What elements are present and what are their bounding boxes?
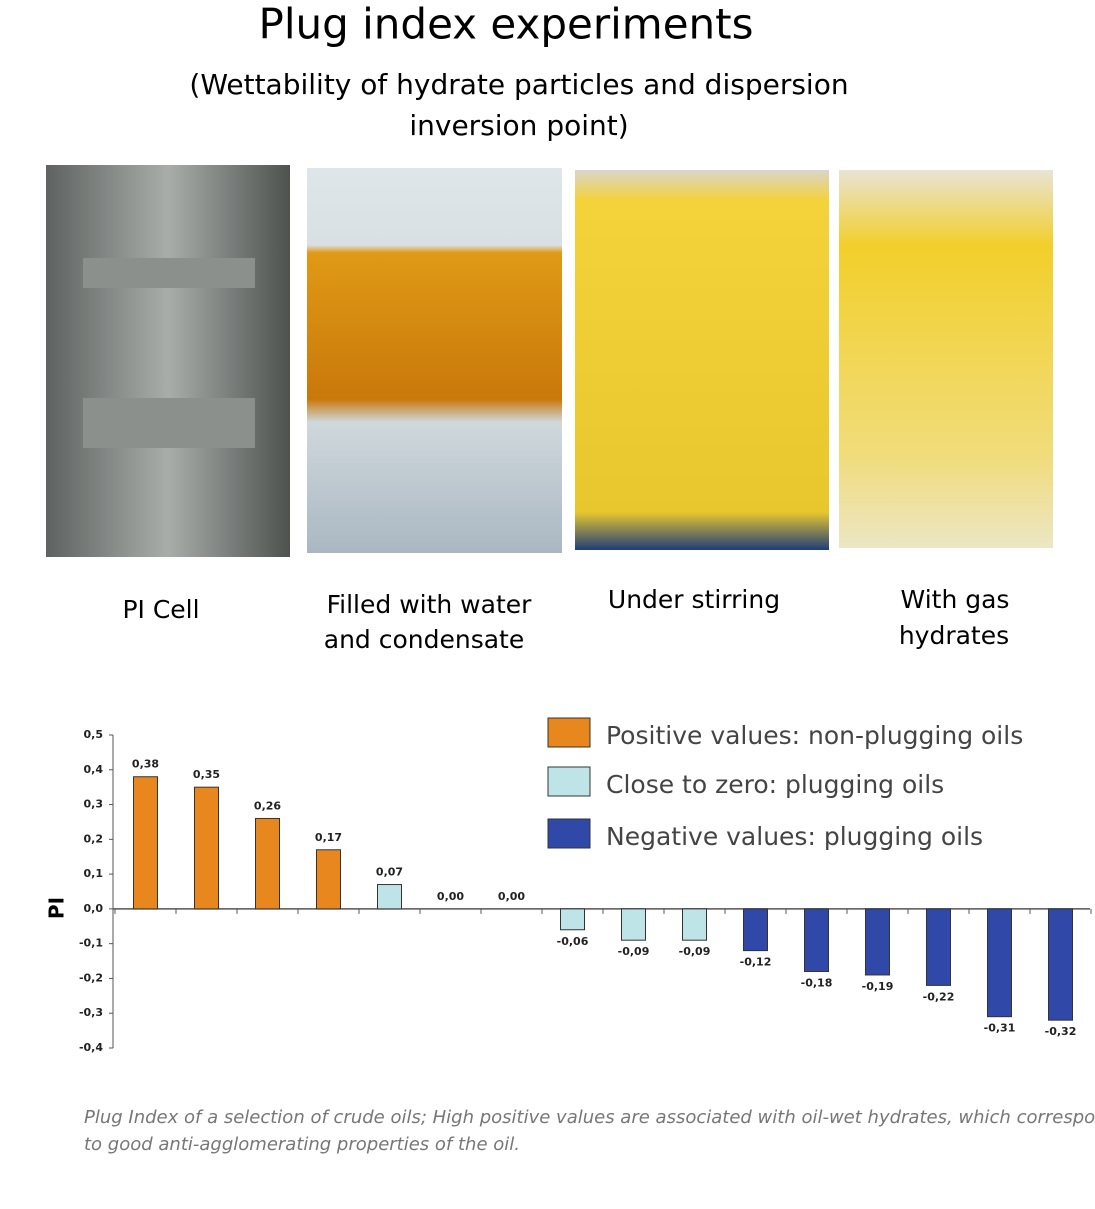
y-tick-label: 0,5	[84, 728, 104, 741]
y-tick-label: 0,0	[84, 902, 104, 915]
y-tick-label: -0,1	[79, 937, 103, 950]
y-tick-label: -0,2	[79, 971, 103, 984]
bar	[682, 908, 707, 941]
value-label: -0,12	[740, 956, 772, 969]
footnote: to good anti-agglomerating properties of…	[84, 1134, 520, 1155]
value-label: -0,19	[862, 980, 894, 993]
photo	[575, 170, 829, 550]
legend-swatch	[547, 818, 591, 849]
bar	[1048, 908, 1073, 1021]
photo-detail	[83, 258, 255, 288]
bar	[926, 908, 951, 986]
photo-detail	[83, 398, 255, 448]
bar	[377, 884, 402, 910]
subtitle: inversion point)	[409, 109, 628, 142]
value-label: -0,06	[557, 935, 589, 948]
legend-label: Positive values: non-plugging oils	[606, 721, 1023, 750]
value-label: 0,35	[193, 768, 220, 781]
photo-caption: and condensate	[324, 625, 525, 654]
bar	[743, 908, 768, 952]
title: Plug index experiments	[259, 0, 754, 49]
photo-caption: Filled with water	[327, 590, 533, 619]
y-tick-label: 0,1	[84, 867, 104, 880]
y-tick-label: -0,3	[79, 1006, 103, 1019]
bar	[133, 776, 158, 910]
photo	[46, 165, 290, 557]
value-label: -0,18	[801, 976, 833, 989]
photo-caption: PI Cell	[122, 595, 199, 624]
value-label: -0,32	[1045, 1025, 1077, 1038]
value-label: 0,00	[437, 890, 464, 903]
value-label: 0,26	[254, 799, 281, 812]
bar	[560, 908, 585, 931]
bar	[987, 908, 1012, 1018]
photo	[839, 170, 1053, 548]
legend-label: Negative values: plugging oils	[606, 822, 983, 851]
photo-caption: Under stirring	[608, 585, 780, 614]
y-tick-label: 0,3	[84, 798, 104, 811]
bar	[316, 849, 341, 910]
bar	[255, 817, 280, 910]
y-tick-label: 0,2	[84, 832, 104, 845]
legend-swatch	[547, 717, 591, 748]
photo-caption: With gas	[901, 585, 1010, 614]
value-label: 0,17	[315, 831, 342, 844]
y-axis-label: PI	[45, 897, 69, 919]
y-tick-label: 0,4	[84, 763, 104, 776]
value-label: -0,09	[679, 945, 711, 958]
value-label: 0,38	[132, 758, 159, 771]
bar	[194, 786, 219, 910]
legend-label: Close to zero: plugging oils	[606, 770, 944, 799]
value-label: -0,31	[984, 1022, 1016, 1035]
footnote: Plug Index of a selection of crude oils;…	[84, 1107, 1095, 1128]
bar	[621, 908, 646, 941]
photo	[307, 168, 562, 553]
subtitle: (Wettability of hydrate particles and di…	[189, 68, 848, 101]
y-tick-label: -0,4	[79, 1041, 103, 1054]
legend-swatch	[547, 766, 591, 797]
value-label: -0,09	[618, 945, 650, 958]
bar	[804, 908, 829, 972]
photo-caption: hydrates	[899, 621, 1009, 650]
value-label: -0,22	[923, 990, 955, 1003]
value-label: 0,00	[498, 890, 525, 903]
bar	[865, 908, 890, 976]
value-label: 0,07	[376, 866, 403, 879]
